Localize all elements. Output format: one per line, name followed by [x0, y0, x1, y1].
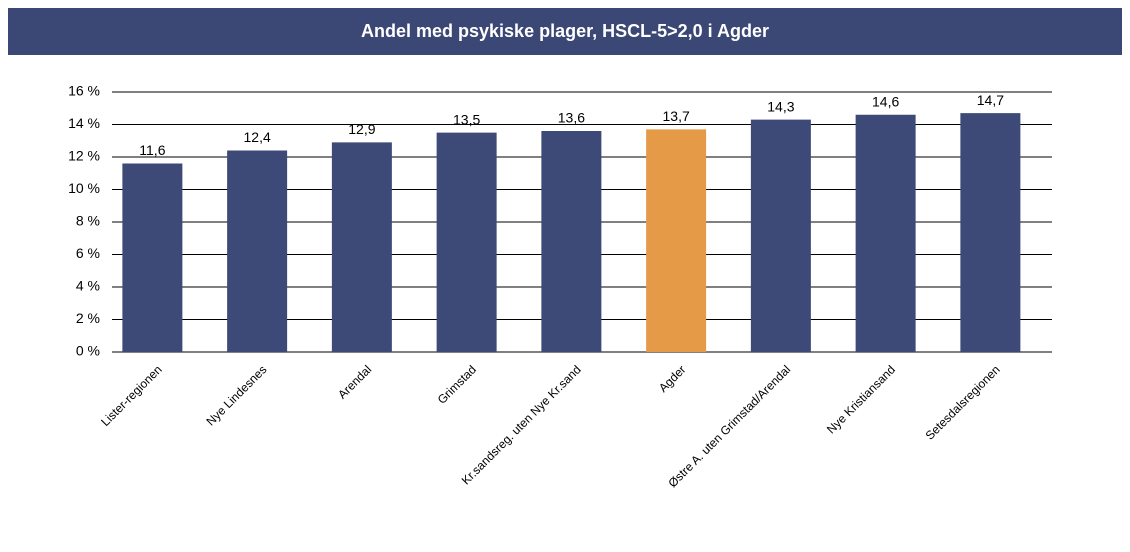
- bar: [855, 114, 916, 352]
- x-tick-label: Lister-regionen: [98, 362, 165, 429]
- x-tick-label: Kr.sandsreg. uten Nye Kr.sand: [459, 362, 584, 487]
- y-tick-label: 0 %: [76, 343, 100, 359]
- x-tick-label: Nye Kristiansand: [824, 362, 898, 436]
- y-tick-label: 4 %: [76, 278, 100, 294]
- x-tick-label: Arendal: [335, 362, 374, 401]
- y-tick-label: 2 %: [76, 310, 100, 326]
- x-tick-label: Nye Lindesnes: [203, 362, 269, 428]
- bar: [331, 142, 392, 352]
- bar: [227, 150, 288, 352]
- data-label: 14,6: [872, 93, 899, 109]
- y-tick-label: 8 %: [76, 213, 100, 229]
- data-label: 12,9: [348, 121, 375, 137]
- bar: [436, 132, 497, 352]
- bar: [646, 129, 707, 352]
- bar: [122, 163, 183, 352]
- y-tick-label: 10 %: [68, 180, 100, 196]
- title-bar: [8, 8, 1122, 55]
- chart-title: Andel med psykiske plager, HSCL-5>2,0 i …: [361, 21, 769, 41]
- x-tick-label: Østre A. uten Grimstad/Arendal: [665, 362, 793, 490]
- y-tick-label: 16 %: [68, 83, 100, 99]
- data-label: 11,6: [139, 142, 165, 158]
- y-tick-label: 12 %: [68, 148, 100, 164]
- x-tick-label: Setesdalsregionen: [923, 362, 1003, 442]
- data-label: 13,5: [453, 111, 480, 127]
- bar: [960, 113, 1021, 352]
- bar: [750, 119, 811, 352]
- data-label: 14,7: [977, 92, 1004, 108]
- x-tick-label: Agder: [656, 362, 689, 395]
- x-tick-label: Grimstad: [435, 362, 479, 406]
- data-label: 13,6: [558, 110, 585, 126]
- data-label: 13,7: [663, 108, 690, 124]
- y-tick-label: 6 %: [76, 245, 100, 261]
- data-label: 12,4: [244, 129, 271, 145]
- y-tick-label: 14 %: [68, 115, 100, 131]
- bar: [541, 131, 602, 352]
- data-label: 14,3: [767, 98, 794, 114]
